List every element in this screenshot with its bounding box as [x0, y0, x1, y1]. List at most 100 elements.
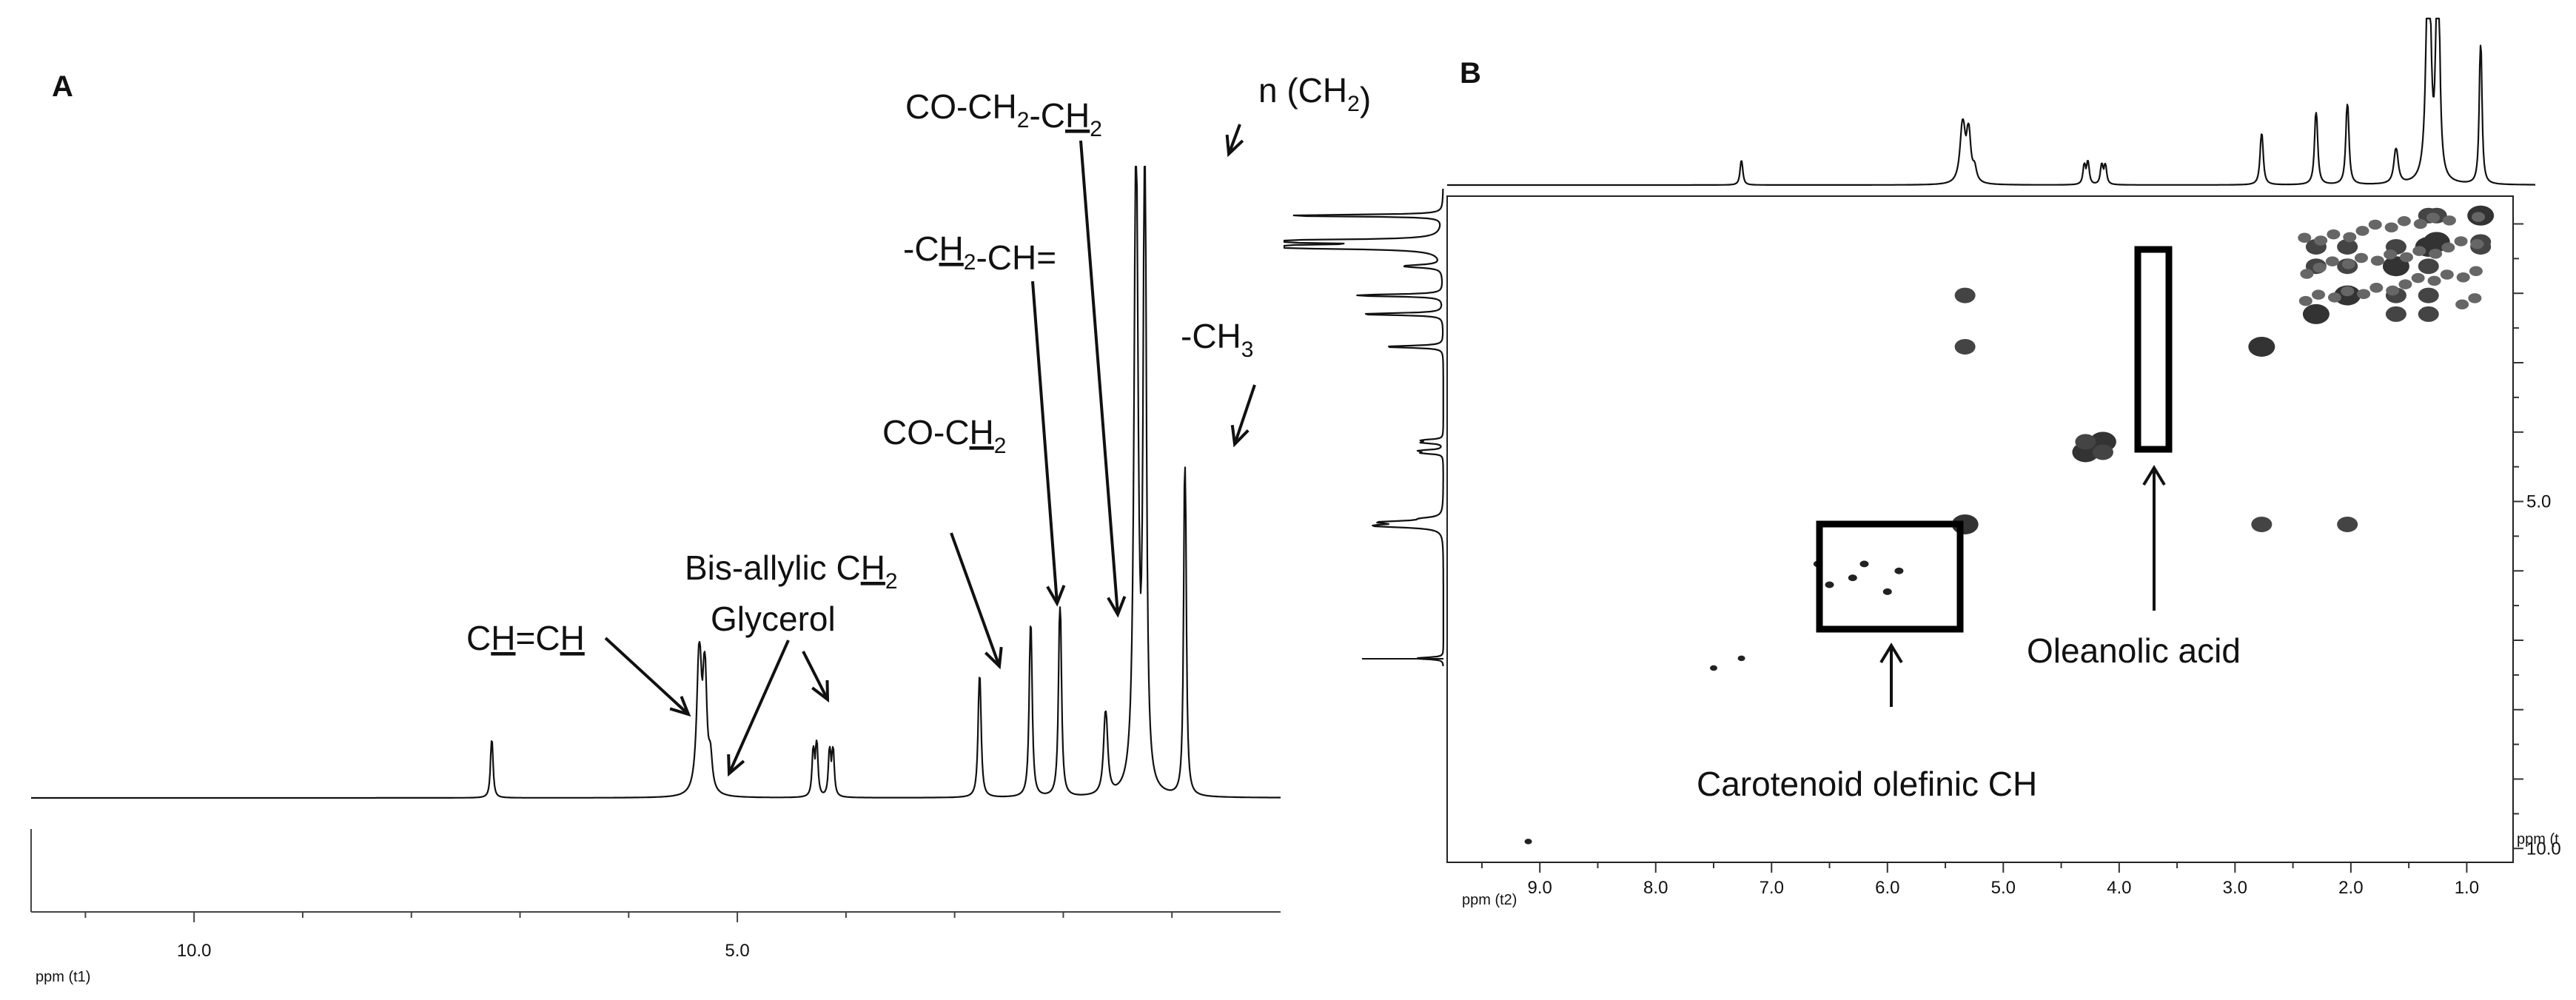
cosy-peak — [2312, 262, 2327, 273]
cosy-peak — [2469, 266, 2483, 276]
cosy-peak — [2429, 249, 2443, 259]
cosy-peak — [2418, 287, 2439, 303]
cosy-peak — [1710, 665, 1717, 671]
panel-b-letter: B — [1460, 57, 1481, 90]
cosy-peak — [2343, 232, 2357, 243]
cosy-peak — [2302, 303, 2330, 324]
carotenoid-box — [1816, 520, 1964, 633]
panel-b-y-ticks: 5.0 10.0 — [2513, 223, 2561, 859]
cosy-peak — [2398, 279, 2412, 289]
panel-b-x-tick-label: 7.0 — [1760, 878, 1784, 898]
panel-a-ticks: 10.0 5.0 — [84, 912, 1173, 961]
cosy-peak — [1954, 287, 1976, 303]
cosy-peak — [2385, 306, 2406, 322]
peak-arrowhead-ch2-ch — [1046, 585, 1066, 607]
cosy-peak — [2427, 275, 2441, 286]
panel-b: B 9.0 8.0 7.0 6.0 5.0 4.0 3.0 2.0 1.0 5.0 10.0 pp… — [1446, 17, 2561, 908]
peak-arrowhead-bis-allylic — [811, 679, 830, 703]
cosy-peak — [2470, 238, 2484, 249]
peak-arrowhead-glycerol — [727, 754, 745, 777]
panel-b-x-axis-label: ppm (t2) — [1462, 892, 1517, 908]
cosy-peak — [1737, 655, 1745, 662]
oleanolic-acid-box — [2134, 246, 2173, 453]
cosy-peak — [2442, 215, 2456, 226]
cosy-peak — [2327, 229, 2341, 240]
panel-b-x-tick-label: 6.0 — [1875, 878, 1899, 898]
panel-b-x-tick-label: 3.0 — [2223, 878, 2247, 898]
cosy-peak — [2397, 216, 2411, 226]
cosy-peak — [2354, 252, 2368, 264]
panel-b-x-tick-label: 8.0 — [1643, 878, 1668, 898]
peak-label-glycerol: Glycerol — [711, 600, 836, 638]
peak-label-co-ch2-ch2: CO-CH2-CH2 — [905, 87, 1102, 141]
cosy-peak — [1859, 560, 1869, 568]
cosy-peak — [2092, 444, 2113, 460]
peak-arrow-n-ch2 — [1227, 124, 1241, 155]
panel-b-y-tick-label: 5.0 — [2526, 492, 2551, 512]
panel-a-letter: A — [52, 70, 73, 103]
panel-b-x-tick-label: 2.0 — [2338, 878, 2363, 898]
peak-arrowhead-ch3 — [1230, 424, 1250, 448]
peak-arrowhead-co-ch2 — [985, 646, 1003, 670]
oleanolic-acid-arrowhead — [2142, 465, 2166, 486]
peak-label-n-ch2: n (CH2) — [1258, 71, 1371, 118]
carotenoid-arrowhead — [1879, 642, 1903, 664]
cosy-peak — [2412, 246, 2426, 256]
panel-a-tick-label: 5.0 — [725, 941, 749, 961]
peak-label-ch3: -CH3 — [1181, 317, 1253, 362]
cosy-peak — [2386, 285, 2400, 296]
panel-b-y-tick-label: 10.0 — [2526, 839, 2561, 859]
cosy-peak — [2472, 212, 2486, 222]
cosy-peak — [2384, 222, 2398, 232]
peak-label-bis-allylic: Bis-allylic CH2 — [685, 548, 898, 594]
cosy-peak — [2368, 219, 2382, 230]
cosy-peak — [2426, 212, 2440, 223]
panel-b-x-tick-label: 9.0 — [1528, 878, 1552, 898]
panel-b-plot-frame — [1446, 195, 2514, 863]
carotenoid-label: Carotenoid olefinic CH — [1697, 765, 2037, 803]
cosy-peak — [2454, 236, 2468, 246]
cosy-peak — [2418, 258, 2439, 275]
cosy-peak — [2455, 299, 2469, 309]
cosy-peak — [1954, 338, 1976, 355]
panel-b-x-tick-label: 1.0 — [2455, 878, 2479, 898]
cosy-peak — [2384, 249, 2398, 260]
peak-label-co-ch2: CO-CH2 — [882, 413, 1006, 458]
cosy-peak — [2337, 238, 2358, 255]
panel-a-x-axis-label: ppm (t1) — [36, 969, 90, 985]
cosy-peak — [1894, 567, 1904, 574]
cosy-peak — [2441, 242, 2455, 253]
cosy-peak — [2440, 269, 2454, 280]
cosy-peak — [2314, 235, 2328, 246]
cosy-peak — [2075, 434, 2096, 450]
panel-b-y-axis-label: ppm (t — [2517, 831, 2559, 848]
cosy-peak — [2325, 256, 2339, 266]
cosy-peak — [2468, 293, 2482, 303]
cosy-peak — [2337, 516, 2358, 532]
cosy-peak — [2300, 269, 2314, 279]
cosy-peak — [2298, 232, 2312, 243]
cosy-peak — [2312, 289, 2326, 300]
cosy-peak — [2369, 283, 2384, 293]
peak-arrow-co-ch2 — [950, 532, 1001, 667]
peak-arrow-bis-allylic — [802, 651, 829, 700]
cosy-peak — [1848, 574, 1857, 582]
panel-a-1h-spectrum — [30, 165, 1281, 799]
oleanolic-acid-label: Oleanolic acid — [2027, 631, 2241, 670]
cosy-peak — [1825, 581, 1834, 588]
cosy-peak — [2357, 289, 2371, 299]
cosy-peak — [2341, 286, 2355, 297]
cosy-peak — [2418, 306, 2439, 322]
peak-arrowhead-n-ch2 — [1225, 134, 1244, 158]
panel-b-x-tick-label: 5.0 — [1991, 878, 2016, 898]
panel-b-f2-projection — [1446, 17, 2536, 187]
panel-b-f1-projection — [1283, 188, 1444, 667]
cosy-peak — [2456, 272, 2470, 283]
cosy-peak — [2341, 259, 2355, 269]
panel-b-x-ticks: 9.0 8.0 7.0 6.0 5.0 4.0 3.0 2.0 1.0 — [1480, 862, 2479, 898]
panel-b-x-tick-label: 4.0 — [2107, 878, 2131, 898]
peak-arrowhead-co-ch2-ch2 — [1107, 596, 1127, 618]
peak-arrowhead-ch-ch — [669, 696, 691, 717]
